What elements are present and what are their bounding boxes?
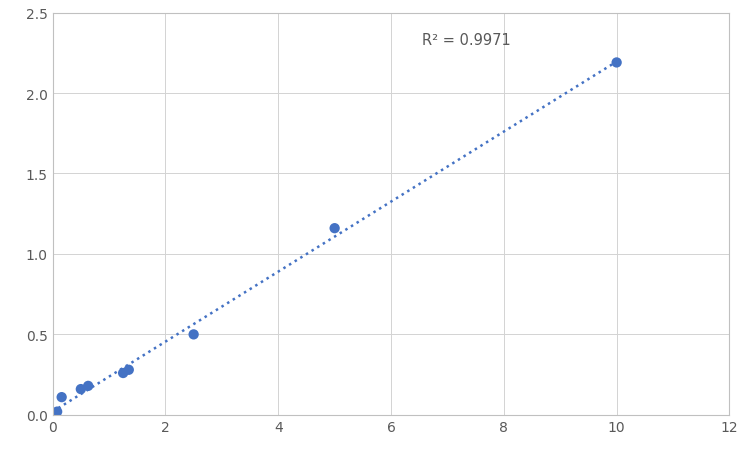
Point — [47, 410, 59, 417]
Point — [82, 382, 94, 390]
Point — [75, 386, 86, 393]
Point — [329, 225, 341, 232]
Point — [187, 331, 199, 338]
Point — [611, 60, 623, 67]
Text: R² = 0.9971: R² = 0.9971 — [422, 33, 511, 48]
Point — [117, 369, 129, 377]
Point — [51, 408, 63, 415]
Point — [123, 366, 135, 373]
Point — [56, 394, 68, 401]
